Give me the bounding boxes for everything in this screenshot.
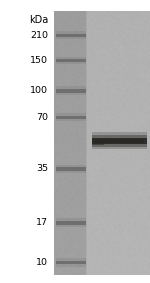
Bar <box>56 221 86 225</box>
Text: 210: 210 <box>30 31 48 40</box>
Bar <box>92 138 147 144</box>
Text: 35: 35 <box>36 164 48 173</box>
Bar <box>56 168 86 171</box>
Bar <box>94 139 144 143</box>
Bar <box>56 86 86 95</box>
Bar <box>56 59 86 62</box>
Text: 150: 150 <box>30 56 48 65</box>
Bar <box>56 218 86 228</box>
Bar <box>56 57 86 64</box>
Text: 70: 70 <box>36 113 48 122</box>
Bar <box>56 261 86 264</box>
Bar <box>87 11 150 275</box>
Bar <box>92 135 147 147</box>
Text: 17: 17 <box>36 218 48 227</box>
Bar <box>56 113 86 121</box>
Bar <box>56 165 86 173</box>
Text: 100: 100 <box>30 86 48 95</box>
Bar <box>56 116 86 119</box>
Bar <box>92 140 104 145</box>
Bar <box>56 258 86 267</box>
Bar <box>56 31 86 39</box>
Bar <box>56 34 86 37</box>
Text: 10: 10 <box>36 258 48 267</box>
Bar <box>56 89 86 93</box>
Bar <box>54 11 87 275</box>
Bar <box>92 132 147 149</box>
Text: kDa: kDa <box>29 15 48 25</box>
